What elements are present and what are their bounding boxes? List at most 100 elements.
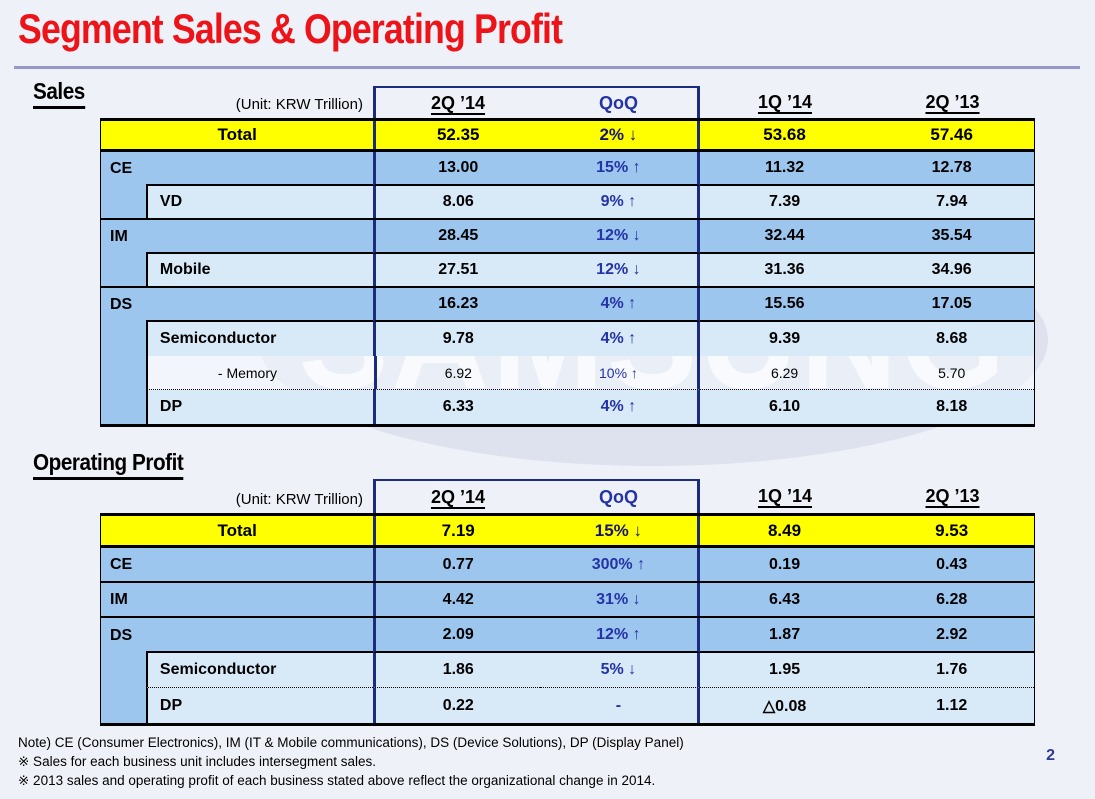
table-row-im: IM 4.42 31% ↓ 6.43 6.28 xyxy=(101,583,1034,618)
column-header-qoq: QoQ xyxy=(540,479,700,513)
table-row-dp: DP 6.33 4% ↑ 6.10 8.18 xyxy=(101,390,1034,424)
cell-qoq: 12% ↓ xyxy=(540,220,700,254)
section-title-sales: Sales xyxy=(33,78,85,109)
cell-2q14: 2.09 xyxy=(373,618,541,653)
column-header-qoq: QoQ xyxy=(540,86,700,118)
cell-1q14: 8.49 xyxy=(767,520,802,540)
table-row-vd: VD 8.06 9% ↑ 7.39 7.94 xyxy=(101,186,1034,220)
cell-2q14: 16.23 xyxy=(373,288,541,322)
cell-2q14: 6.33 xyxy=(373,390,541,424)
row-label: Semiconductor xyxy=(145,322,374,356)
footnote-line: ※ Sales for each business unit includes … xyxy=(18,754,377,769)
cell-1q14: 6.43 xyxy=(699,583,870,616)
cell-2q14: 0.22 xyxy=(373,688,541,723)
cell-2q14: 13.00 xyxy=(373,152,541,186)
cell-2q13: 1.76 xyxy=(869,653,1034,688)
row-label: IM xyxy=(101,220,146,254)
cell-2q14: 6.92 xyxy=(373,356,541,390)
cell-1q14: △0.08 xyxy=(699,688,870,723)
group-spacer xyxy=(101,186,146,218)
cell-2q14: 0.77 xyxy=(373,548,541,581)
cell-1q14: 0.19 xyxy=(699,548,870,581)
cell-2q13: 9.53 xyxy=(935,520,969,540)
cell-1q14: 1.87 xyxy=(699,618,870,653)
footnotes: Note) CE (Consumer Electronics), IM (IT … xyxy=(18,733,684,790)
cell-2q14: 27.51 xyxy=(373,254,541,286)
unit-label: (Unit: KRW Trillion) xyxy=(235,491,363,508)
empty-cell xyxy=(145,152,374,186)
row-label: CE xyxy=(101,152,146,186)
operating-profit-table: Total 7.19 15% ↓ 8.49 9.53 CE 0.77 300% … xyxy=(100,513,1035,726)
empty-cell xyxy=(145,220,374,254)
row-label: DS xyxy=(101,288,146,322)
row-label: VD xyxy=(145,186,374,218)
table-row-semiconductor: Semiconductor 1.86 5% ↓ 1.95 1.76 xyxy=(101,653,1034,688)
table-row-ds: DS 2.09 12% ↑ 1.87 2.92 xyxy=(101,618,1034,653)
cell-qoq: 5% ↓ xyxy=(540,653,700,688)
cell-qoq: 4% ↑ xyxy=(540,288,700,322)
cell-2q13: 7.94 xyxy=(869,186,1034,218)
row-label: CE xyxy=(101,548,374,581)
table-row-ce: CE 13.00 15% ↑ 11.32 12.78 xyxy=(101,152,1034,186)
page-number: 2 xyxy=(1046,747,1055,764)
cell-1q14: 9.39 xyxy=(699,322,870,356)
cell-2q13: 12.78 xyxy=(869,152,1034,186)
footnote-line: Note) CE (Consumer Electronics), IM (IT … xyxy=(18,735,684,750)
column-header-2q13: 2Q ’13 xyxy=(925,91,980,112)
row-label: - Memory xyxy=(145,356,374,390)
cell-2q13: 2.92 xyxy=(869,618,1034,653)
title-divider xyxy=(14,66,1080,69)
cell-1q14: 15.56 xyxy=(699,288,870,322)
cell-1q14: 1.95 xyxy=(699,653,870,688)
group-spacer xyxy=(101,390,146,424)
cell-qoq: 12% ↑ xyxy=(540,618,700,653)
empty-cell xyxy=(145,618,374,653)
column-header-2q13: 2Q ’13 xyxy=(925,485,980,506)
cell-qoq: 31% ↓ xyxy=(540,583,700,616)
cell-qoq: - xyxy=(540,688,700,723)
group-spacer xyxy=(101,653,146,688)
footnote-line: ※ 2013 sales and operating profit of eac… xyxy=(18,773,656,788)
table-row-total: Total 52.35 2% ↓ 53.68 57.46 xyxy=(101,118,1034,152)
column-header-1q14: 1Q ’14 xyxy=(757,91,813,112)
table-row-mobile: Mobile 27.51 12% ↓ 31.36 34.96 xyxy=(101,254,1034,288)
cell-qoq: 2% ↓ xyxy=(540,121,700,149)
page-title: Segment Sales & Operating Profit xyxy=(18,5,563,52)
group-spacer xyxy=(101,254,146,286)
cell-2q13: 1.12 xyxy=(869,688,1034,723)
cell-qoq: 15% ↑ xyxy=(540,152,700,186)
cell-2q14: 7.19 xyxy=(373,516,540,545)
table-row-ce: CE 0.77 300% ↑ 0.19 0.43 xyxy=(101,548,1034,583)
column-header-2q14: 2Q ’14 xyxy=(373,86,540,118)
table-row-semiconductor: Semiconductor 9.78 4% ↑ 9.39 8.68 xyxy=(101,322,1034,356)
cell-1q14: 53.68 xyxy=(763,125,806,144)
cell-2q13: 57.46 xyxy=(930,125,973,144)
sales-header-row: (Unit: KRW Trillion) 2Q ’14 QoQ 1Q ’14 2… xyxy=(100,86,1035,118)
group-spacer xyxy=(101,356,146,390)
cell-2q13: 17.05 xyxy=(869,288,1034,322)
row-label: IM xyxy=(101,583,374,616)
row-label: DS xyxy=(101,618,146,653)
cell-2q14: 4.42 xyxy=(373,583,541,616)
row-label: Total xyxy=(217,125,257,144)
table-row-total: Total 7.19 15% ↓ 8.49 9.53 xyxy=(101,513,1034,548)
cell-1q14: 32.44 xyxy=(699,220,870,254)
table-row-im: IM 28.45 12% ↓ 32.44 35.54 xyxy=(101,220,1034,254)
column-header-1q14: 1Q ’14 xyxy=(757,485,813,506)
cell-2q14: 1.86 xyxy=(373,653,541,688)
table-row-dp: DP 0.22 - △0.08 1.12 xyxy=(101,688,1034,723)
cell-2q14: 28.45 xyxy=(373,220,541,254)
group-spacer xyxy=(101,322,146,356)
row-label: Total xyxy=(217,520,257,540)
group-spacer xyxy=(101,688,146,723)
table-row-memory: - Memory 6.92 10% ↑ 6.29 5.70 xyxy=(101,356,1035,390)
cell-2q14: 8.06 xyxy=(373,186,541,218)
empty-cell xyxy=(145,288,374,322)
cell-1q14: 7.39 xyxy=(699,186,870,218)
cell-2q13: 5.70 xyxy=(869,356,1035,390)
operating-profit-header-row: (Unit: KRW Trillion) 2Q ’14 QoQ 1Q ’14 2… xyxy=(100,479,1035,513)
row-label: Semiconductor xyxy=(145,653,374,688)
cell-1q14: 6.10 xyxy=(699,390,870,424)
unit-label: (Unit: KRW Trillion) xyxy=(235,96,363,113)
